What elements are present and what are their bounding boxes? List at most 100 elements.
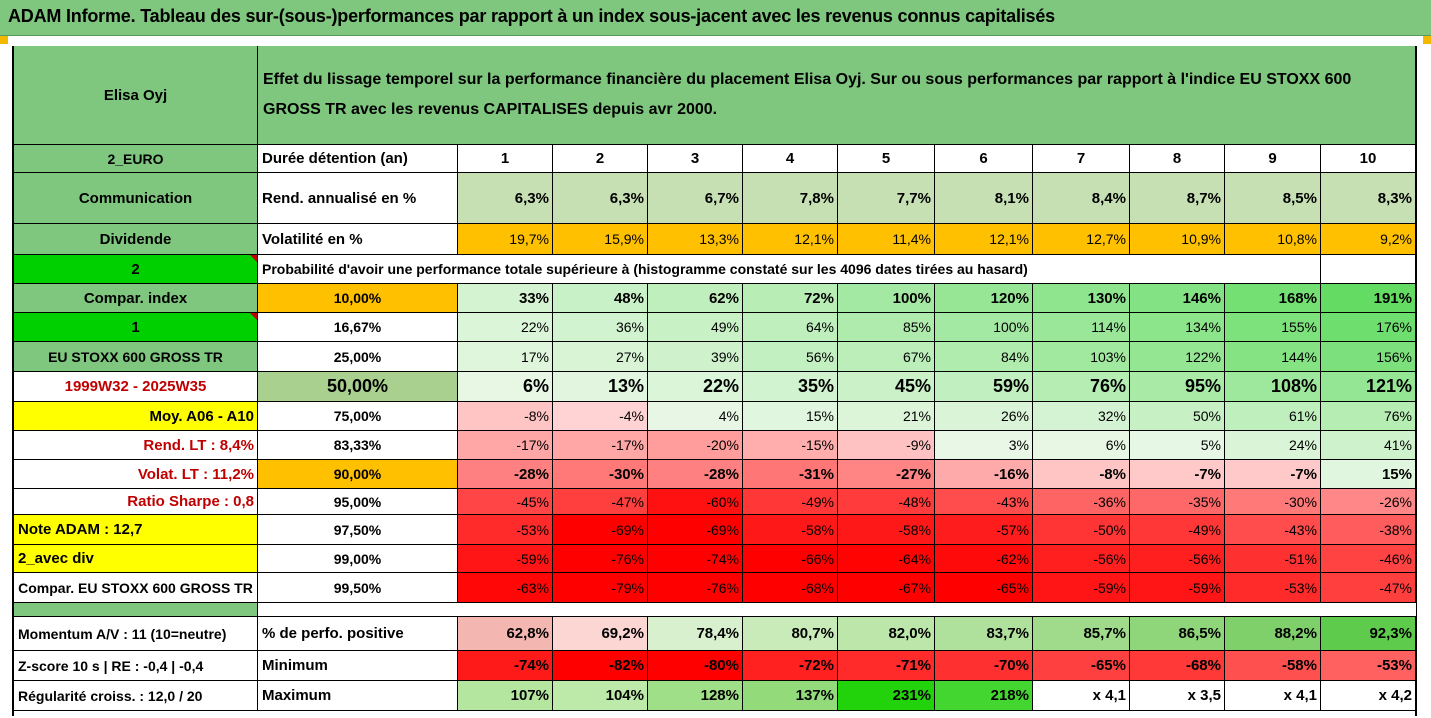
max-value: x 4,1: [1225, 681, 1321, 711]
probability-value: 32%: [1033, 402, 1130, 431]
probability-value: 168%: [1225, 284, 1321, 313]
probability-value: -43%: [935, 489, 1033, 515]
label-currency: 2_EURO: [14, 145, 258, 173]
probability-value: 121%: [1321, 372, 1416, 402]
probability-value: -35%: [1130, 489, 1225, 515]
probability-value: 6%: [1033, 431, 1130, 460]
probability-value: 39%: [648, 342, 743, 372]
probability-value: 13%: [553, 372, 648, 402]
probability-value: 144%: [1225, 342, 1321, 372]
probability-value: 50%: [1130, 402, 1225, 431]
probability-value: -47%: [553, 489, 648, 515]
min-value: -74%: [458, 651, 553, 681]
probability-value: 24%: [1225, 431, 1321, 460]
probability-value: -9%: [838, 431, 935, 460]
max-label: Maximum: [258, 681, 458, 711]
probability-value: -7%: [1130, 460, 1225, 489]
probability-value: -64%: [838, 545, 935, 573]
probability-value: 59%: [935, 372, 1033, 402]
probability-value: 95%: [1130, 372, 1225, 402]
pos-value: 85,7%: [1033, 617, 1130, 651]
probability-value: 191%: [1321, 284, 1416, 313]
probability-value: -17%: [553, 431, 648, 460]
probability-value: -79%: [553, 573, 648, 603]
year-header: 3: [648, 145, 743, 173]
rend-value: 6,3%: [458, 173, 553, 224]
probability-value: -30%: [553, 460, 648, 489]
label-volat-lt: Volat. LT : 11,2%: [14, 460, 258, 489]
probability-value: -59%: [458, 545, 553, 573]
probability-value: 76%: [1321, 402, 1416, 431]
probability-value: -59%: [1130, 573, 1225, 603]
probability-value: 155%: [1225, 313, 1321, 342]
probability-value: 4%: [648, 402, 743, 431]
rend-value: 7,7%: [838, 173, 935, 224]
probability-value: 100%: [838, 284, 935, 313]
probability-value: 17%: [458, 342, 553, 372]
probability-value: -67%: [838, 573, 935, 603]
threshold-value: 90,00%: [258, 460, 458, 489]
probability-value: -53%: [1225, 573, 1321, 603]
report-title: ADAM Informe. Tableau des sur-(sous-)per…: [8, 6, 1055, 26]
pos-value: 88,2%: [1225, 617, 1321, 651]
probability-value: 67%: [838, 342, 935, 372]
threshold-value: 16,67%: [258, 313, 458, 342]
probability-value: 5%: [1130, 431, 1225, 460]
probability-value: 26%: [935, 402, 1033, 431]
rend-value: 8,1%: [935, 173, 1033, 224]
probability-value: -17%: [458, 431, 553, 460]
min-value: -70%: [935, 651, 1033, 681]
pos-value: 69,2%: [553, 617, 648, 651]
year-header: 1: [458, 145, 553, 173]
spacer-cell: [14, 603, 258, 617]
probability-value: 84%: [935, 342, 1033, 372]
probability-value: -8%: [458, 402, 553, 431]
probability-value: -65%: [935, 573, 1033, 603]
probability-value: 176%: [1321, 313, 1416, 342]
probability-value: -4%: [553, 402, 648, 431]
label-period: 1999W32 - 2025W35: [14, 372, 258, 402]
label-flag1: 1: [14, 313, 258, 342]
corner-marker-right: [1423, 36, 1431, 44]
year-header: 6: [935, 145, 1033, 173]
probability-value: 36%: [553, 313, 648, 342]
probability-value: 33%: [458, 284, 553, 313]
threshold-value: 97,50%: [258, 515, 458, 545]
label-zscore: Z-score 10 s | RE : -0,4 | -0,4: [14, 651, 258, 681]
probability-value: 130%: [1033, 284, 1130, 313]
probability-value: 64%: [743, 313, 838, 342]
label-avec-div: 2_avec div: [14, 545, 258, 573]
probability-value: -36%: [1033, 489, 1130, 515]
max-value: 137%: [743, 681, 838, 711]
max-value: x 4,2: [1321, 681, 1416, 711]
probability-value: 134%: [1130, 313, 1225, 342]
rend-value: 8,7%: [1130, 173, 1225, 224]
vol-value: 13,3%: [648, 224, 743, 255]
probability-value: -49%: [743, 489, 838, 515]
vol-value: 15,9%: [553, 224, 648, 255]
probability-value: 35%: [743, 372, 838, 402]
probability-value: 61%: [1225, 402, 1321, 431]
probability-value: 72%: [743, 284, 838, 313]
threshold-value: 10,00%: [258, 284, 458, 313]
probability-value: -51%: [1225, 545, 1321, 573]
probability-value: -56%: [1033, 545, 1130, 573]
probability-value: -49%: [1130, 515, 1225, 545]
probability-value: -76%: [553, 545, 648, 573]
year-header: 4: [743, 145, 838, 173]
min-value: -72%: [743, 651, 838, 681]
probability-value: 21%: [838, 402, 935, 431]
rend-value: 6,7%: [648, 173, 743, 224]
probability-value: -46%: [1321, 545, 1416, 573]
probability-value: -20%: [648, 431, 743, 460]
probability-value: -26%: [1321, 489, 1416, 515]
probability-value: 146%: [1130, 284, 1225, 313]
label-flag2: 2: [14, 255, 258, 284]
probability-value: -68%: [743, 573, 838, 603]
label-sharpe: Ratio Sharpe : 0,8: [14, 489, 258, 515]
probability-value: -28%: [648, 460, 743, 489]
probability-value: -63%: [458, 573, 553, 603]
min-value: -65%: [1033, 651, 1130, 681]
probability-value: 120%: [935, 284, 1033, 313]
probability-value: 156%: [1321, 342, 1416, 372]
